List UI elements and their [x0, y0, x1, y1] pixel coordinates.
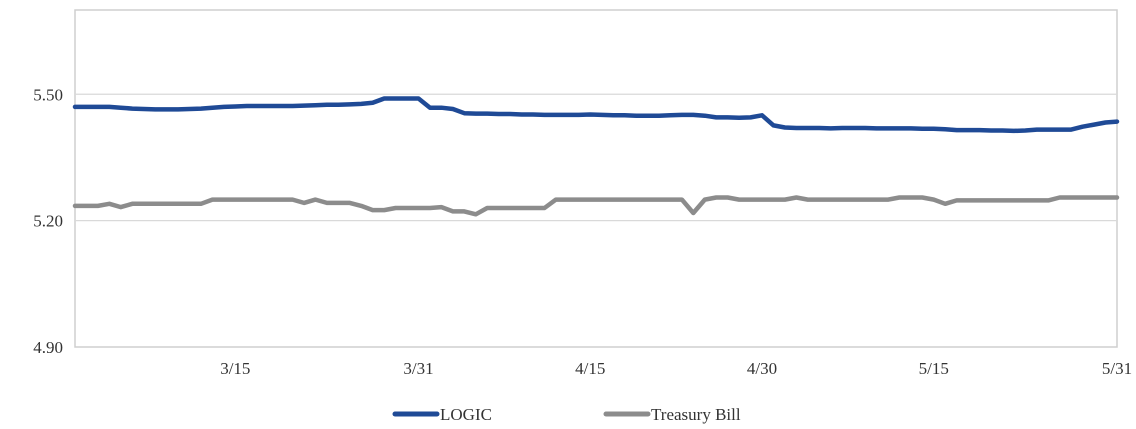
x-tick-label: 3/15 [220, 359, 250, 378]
y-tick-label: 5.50 [33, 85, 63, 104]
y-tick-label: 5.20 [33, 212, 63, 231]
x-tick-label: 4/15 [575, 359, 605, 378]
x-tick-label: 4/30 [747, 359, 777, 378]
x-tick-label: 3/31 [403, 359, 433, 378]
legend-label-logic: LOGIC [440, 405, 492, 424]
x-tick-label: 5/31 [1102, 359, 1132, 378]
series-layer [72, 96, 1120, 217]
grid-layer [75, 93, 1117, 222]
y-tick-label: 4.90 [33, 338, 63, 357]
x-tick-label: 5/15 [919, 359, 949, 378]
series-line-treasury-bill [72, 195, 1120, 217]
plot-frame [74, 9, 1118, 348]
legend-label-treasury-bill: Treasury Bill [651, 405, 741, 424]
legend: LOGIC Treasury Bill [392, 405, 741, 424]
x-axis-ticks: 3/15 3/31 4/15 4/30 5/15 5/31 [220, 359, 1132, 378]
series-line-logic [72, 96, 1120, 134]
y-axis-ticks: 5.50 5.20 4.90 [33, 85, 63, 357]
